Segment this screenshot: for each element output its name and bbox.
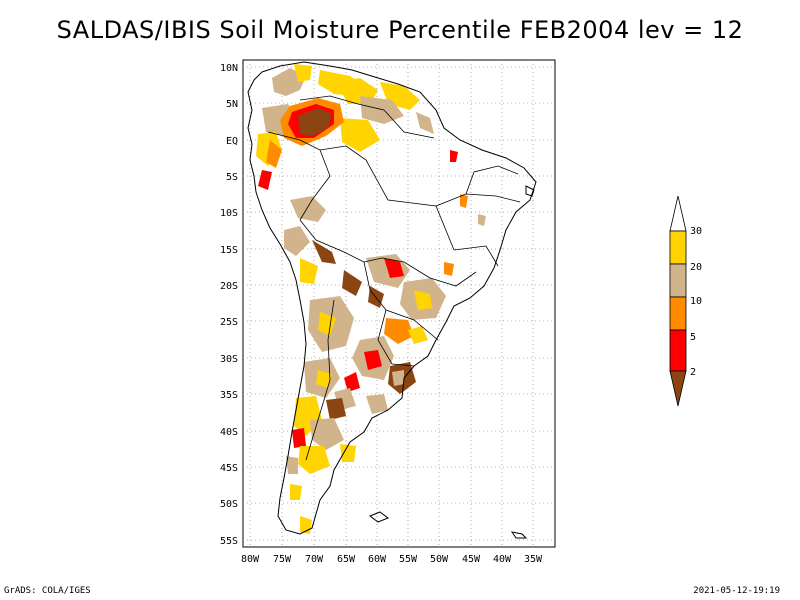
lon-label: 65W [337, 554, 356, 565]
legend-swatch [669, 230, 687, 265]
lat-label: 10N [220, 63, 238, 74]
lon-label: 35W [524, 554, 543, 565]
lat-label: 30S [220, 354, 238, 365]
lat-label: 55S [220, 536, 238, 547]
lat-label: 10S [220, 208, 238, 219]
latitude-labels: 10N 5N EQ 5S 10S 15S 20S 25S 30S 35S 40S… [220, 63, 238, 547]
lat-label: 5S [226, 172, 238, 183]
percentile-shading [256, 64, 486, 534]
lat-label: EQ [226, 136, 238, 147]
legend-top-triangle [669, 195, 687, 232]
continent-outline [247, 61, 537, 535]
legend-swatch [669, 263, 687, 298]
lat-label: 35S [220, 390, 238, 401]
lon-label: 80W [241, 554, 260, 565]
legend-label: 30 [690, 226, 702, 237]
legend-label: 2 [690, 367, 696, 378]
legend-labels: 30 20 10 5 2 [690, 226, 702, 378]
legend-label: 10 [690, 296, 702, 307]
lon-label: 50W [430, 554, 449, 565]
legend-swatch [669, 296, 687, 331]
legend-label: 5 [690, 332, 696, 343]
islands [368, 185, 535, 539]
lat-label: 20S [220, 281, 238, 292]
longitude-labels: 80W 75W 70W 65W 60W 55W 50W 45W 40W 35W [241, 554, 543, 565]
legend-label: 20 [690, 262, 702, 273]
lon-label: 75W [273, 554, 292, 565]
legend-bottom-triangle [669, 370, 687, 407]
legend-swatch [669, 329, 687, 372]
lat-label: 15S [220, 245, 238, 256]
country-borders [267, 95, 521, 461]
lat-label: 5N [226, 99, 238, 110]
lon-label: 60W [368, 554, 387, 565]
footer-credit: GrADS: COLA/IGES [4, 586, 91, 596]
lon-label: 40W [493, 554, 512, 565]
footer-timestamp: 2021-05-12-19:19 [693, 586, 780, 596]
lat-label: 50S [220, 499, 238, 510]
boundaries [247, 61, 537, 539]
lon-label: 45W [462, 554, 481, 565]
lat-label: 40S [220, 427, 238, 438]
lat-label: 25S [220, 317, 238, 328]
map-title: SALDAS/IBIS Soil Moisture Percentile FEB… [56, 16, 744, 44]
lat-label: 45S [220, 463, 238, 474]
lon-label: 70W [305, 554, 324, 565]
color-legend [669, 195, 687, 407]
lon-label: 55W [399, 554, 418, 565]
